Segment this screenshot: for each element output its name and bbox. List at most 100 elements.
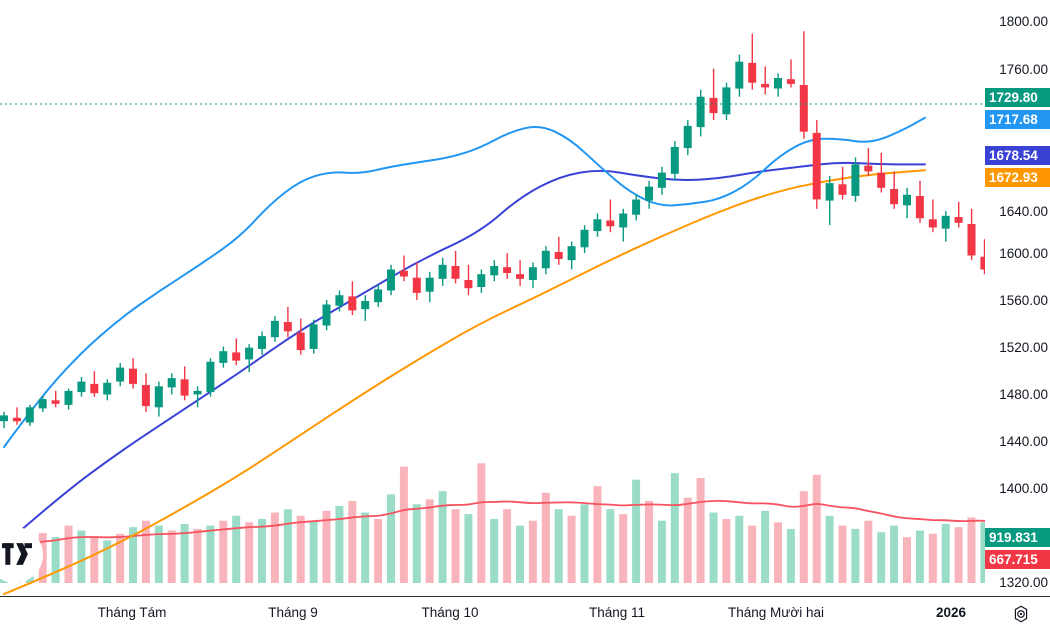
candle-body [167,378,176,388]
volume-ma-line [3,500,985,549]
volume-bar [412,504,421,583]
volume-bar [516,525,524,583]
volume-bar [825,515,834,583]
volume-bar [129,527,137,583]
volume-bar [477,463,486,583]
candle-body [283,322,292,332]
candle-body [593,219,602,231]
time-axis-tick: Tháng 10 [421,605,479,620]
candle-wick [958,201,960,228]
price-axis-tick: 1760.00 [999,62,1048,77]
candle-body [64,390,73,405]
volume-bar [116,533,125,583]
candle-body [51,400,60,404]
candle-body [387,269,395,291]
candle-body [219,351,228,363]
time-axis[interactable]: Tháng Tám Tháng 9 Tháng 10 Tháng 11 Tháng Mư… [0,596,1050,630]
volume-bar [735,515,744,583]
candle-body [309,324,318,349]
candle-body [941,215,950,229]
candle-body [967,224,976,256]
ma-slow-price-label[interactable]: 1672.93 [985,168,1050,187]
time-axis-tick: Tháng Tám [97,605,167,620]
volume-bar [90,537,99,583]
candle-body [606,220,615,227]
candle-body [619,213,628,228]
candle-wick [196,386,199,408]
candle-wick [16,407,18,425]
volume-bar [77,530,86,583]
gear-icon[interactable] [1012,605,1030,623]
candle-body [0,415,8,422]
price-axis-tick: 1600.00 [999,246,1048,261]
volume-bar [903,537,911,583]
volume-value-label[interactable]: 919.831 [985,528,1050,547]
candle-wick [932,199,934,233]
price-axis-tick: 1520.00 [999,340,1048,355]
candle-body [890,189,899,205]
volume-bar [541,492,550,583]
ma-fast-price-label[interactable]: 1717.68 [985,110,1050,129]
candle-wick [519,260,521,286]
candle-body [361,301,370,310]
volume-bar [387,494,395,583]
candle-body [812,132,821,200]
candle-body [761,83,770,88]
candle-body [438,264,447,279]
volume-bar [696,478,705,583]
volume-bar [180,524,189,583]
candle-wick [841,166,844,200]
volume-bar [980,522,985,583]
volume-bar [399,466,408,583]
candle-body [980,256,985,270]
candle-body [490,266,499,276]
candle-body [116,367,125,382]
candlestick-series [0,31,985,429]
ma-mid-price-label[interactable]: 1678.54 [985,146,1050,165]
candle-body [180,379,189,396]
price-axis[interactable]: 1800.00 1760.00 1640.00 1600.00 1560.00 1520.… [985,0,1050,596]
candle-body [632,199,641,215]
volume-bar [490,519,499,583]
candle-wick [235,338,237,366]
volume-bar [141,520,150,583]
candle-body [877,172,886,188]
candle-body [477,274,486,287]
candle-body [903,194,911,206]
candle-body [206,361,215,393]
volume-bar [167,530,176,583]
candle-body [748,62,757,83]
candle-body [541,250,550,269]
candle-body [503,267,512,273]
candle-body [799,85,808,132]
candle-body [735,61,744,89]
chart-plot-area[interactable] [0,0,985,596]
volume-bar [206,525,215,583]
candle-wick [712,68,715,121]
tradingview-logo-watermark [0,527,43,583]
candle-body [774,78,782,89]
last-price-label[interactable]: 1729.80 [985,88,1050,107]
price-axis-tick: 1560.00 [999,293,1048,308]
candle-body [670,146,679,174]
candle-wick [790,59,792,88]
volume-bar [451,509,460,583]
volume-bar [154,525,163,583]
volume-bar [503,509,512,583]
volume-bars-group [0,463,985,583]
volume-bar [283,509,292,583]
candle-body [864,165,873,172]
candle-body [141,385,150,407]
ma-fast-line [3,116,926,448]
volume-bar [748,525,757,583]
candle-body [322,304,331,326]
candle-body [451,266,460,279]
candle-body [825,183,834,201]
candle-body [374,289,383,303]
volume-bar [851,528,860,583]
volume-ma-value-label[interactable]: 667.715 [985,550,1050,569]
candle-body [348,296,357,311]
volume-bar [335,505,344,583]
candle-wick [764,66,766,95]
volume-bar [890,525,899,583]
